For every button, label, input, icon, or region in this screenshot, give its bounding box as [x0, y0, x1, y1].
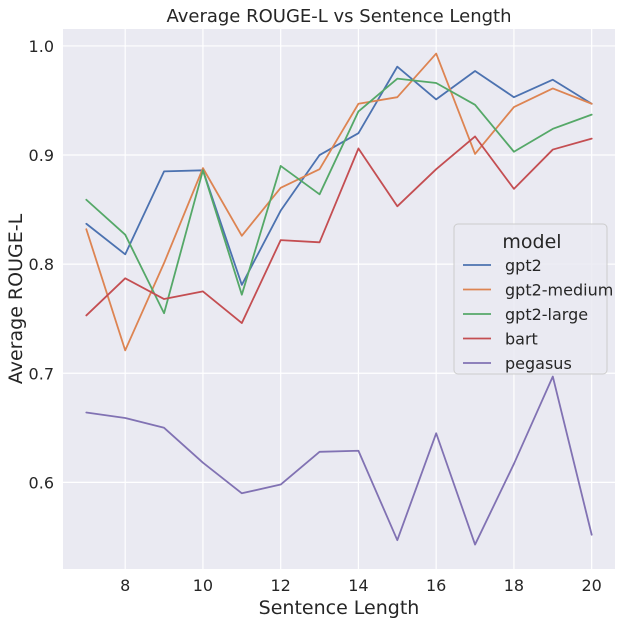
legend-label-gpt2-medium: gpt2-medium	[505, 281, 613, 300]
series-line-gpt2-medium	[85, 52, 593, 352]
series-lines	[85, 52, 593, 546]
y-tick-label: 0.8	[29, 255, 54, 274]
x-tick-label: 8	[120, 576, 130, 595]
legend-box	[453, 223, 608, 375]
series-line-gpt2	[85, 65, 593, 286]
y-tick-label: 0.6	[29, 473, 54, 492]
x-axis-label: Sentence Length	[259, 597, 420, 619]
legend-title: model	[502, 231, 561, 253]
series-line-bart	[85, 135, 593, 324]
x-tick-label: 14	[348, 576, 368, 595]
x-tick-label: 20	[581, 576, 601, 595]
x-tick-label: 12	[271, 576, 291, 595]
series-line-pegasus	[85, 375, 593, 546]
x-tick-label: 16	[426, 576, 446, 595]
x-tick-label: 18	[504, 576, 524, 595]
y-tick-label: 0.9	[29, 146, 54, 165]
x-tick-label: 10	[193, 576, 213, 595]
y-axis-label: Average ROUGE-L	[5, 213, 27, 384]
legend: model gpt2 gpt2-medium gpt2-large bart pegas…	[453, 223, 613, 375]
y-tick-label: 0.7	[29, 364, 54, 383]
legend-label-bart: bart	[505, 330, 538, 349]
legend-label-gpt2-large: gpt2-large	[505, 305, 588, 324]
series-line-gpt2-large	[85, 77, 593, 315]
y-tick-label: 1.0	[29, 37, 54, 56]
tick-labels: 8 10 12 14 16 18 20 0.6 0.7 0.8 0.9 1.0	[29, 37, 602, 595]
legend-label-pegasus: pegasus	[505, 354, 572, 373]
chart-title: Average ROUGE-L vs Sentence Length	[166, 6, 511, 27]
legend-label-gpt2: gpt2	[505, 256, 542, 275]
